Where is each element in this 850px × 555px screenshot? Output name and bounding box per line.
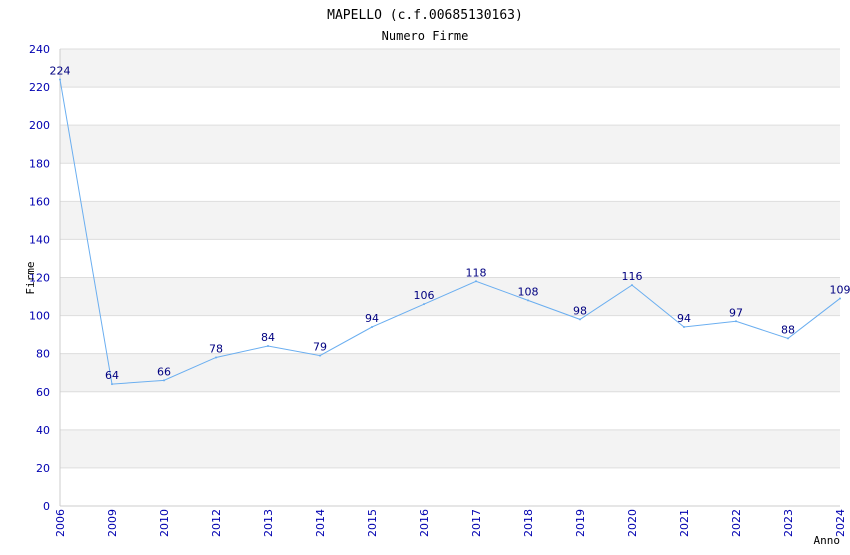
data-point — [267, 345, 269, 347]
y-tick-label: 40 — [36, 424, 50, 437]
x-tick-label: 2012 — [210, 509, 223, 537]
x-tick-label: 2022 — [730, 509, 743, 537]
y-tick-label: 80 — [36, 348, 50, 361]
data-label: 64 — [105, 369, 119, 382]
data-label: 97 — [729, 306, 743, 319]
chart-subtitle: Numero Firme — [382, 29, 469, 43]
x-tick-label: 2014 — [314, 509, 327, 537]
data-point — [163, 379, 165, 381]
x-tick-label: 2017 — [470, 509, 483, 537]
x-tick-label: 2018 — [522, 509, 535, 537]
data-label: 118 — [466, 266, 487, 279]
y-tick-label: 240 — [29, 43, 50, 56]
x-tick-label: 2010 — [158, 509, 171, 537]
x-tick-labels: 2006 2009 2010 2012 2013 2014 2015 2016 2017 2018… — [54, 509, 847, 537]
data-point — [215, 356, 217, 358]
data-point — [319, 355, 321, 357]
data-label: 108 — [518, 285, 539, 298]
background-band — [60, 49, 840, 87]
background-band — [60, 201, 840, 239]
y-tick-label: 140 — [29, 233, 50, 246]
y-axis-title: Firme — [24, 261, 37, 294]
data-point — [839, 297, 841, 299]
data-label: 98 — [573, 304, 587, 317]
data-label: 94 — [677, 312, 691, 325]
data-point — [579, 318, 581, 320]
data-label: 116 — [622, 270, 643, 283]
data-label: 94 — [365, 312, 379, 325]
y-tick-label: 160 — [29, 195, 50, 208]
x-tick-label: 2019 — [574, 509, 587, 537]
data-label: 224 — [50, 64, 71, 77]
y-tick-label: 180 — [29, 157, 50, 170]
data-point — [683, 326, 685, 328]
data-point — [631, 284, 633, 286]
x-tick-label: 2020 — [626, 509, 639, 537]
data-label: 106 — [414, 289, 435, 302]
data-label: 109 — [830, 283, 850, 296]
data-label: 84 — [261, 331, 275, 344]
x-tick-label: 2023 — [782, 509, 795, 537]
data-point — [475, 280, 477, 282]
background-band — [60, 430, 840, 468]
data-point — [371, 326, 373, 328]
x-axis-title: Anno — [814, 534, 841, 547]
data-point — [423, 303, 425, 305]
background-band — [60, 354, 840, 392]
data-point — [787, 337, 789, 339]
x-tick-label: 2009 — [106, 509, 119, 537]
x-tick-label: 2013 — [262, 509, 275, 537]
background-bands — [60, 49, 840, 468]
y-tick-label: 60 — [36, 386, 50, 399]
data-point — [111, 383, 113, 385]
background-band — [60, 278, 840, 316]
x-tick-label: 2015 — [366, 509, 379, 537]
y-tick-label: 0 — [43, 500, 50, 513]
x-tick-label: 2006 — [54, 509, 67, 537]
y-tick-label: 220 — [29, 81, 50, 94]
data-point — [59, 78, 61, 80]
data-label: 66 — [157, 365, 171, 378]
data-label: 88 — [781, 323, 795, 336]
data-label: 79 — [313, 341, 327, 354]
x-tick-label: 2024 — [834, 509, 847, 537]
y-tick-label: 20 — [36, 462, 50, 475]
chart-title: MAPELLO (c.f.00685130163) — [327, 8, 523, 23]
data-label: 78 — [209, 342, 223, 355]
data-point — [527, 299, 529, 301]
y-tick-label: 200 — [29, 119, 50, 132]
background-band — [60, 125, 840, 163]
data-point — [735, 320, 737, 322]
x-tick-label: 2021 — [678, 509, 691, 537]
x-tick-label: 2016 — [418, 509, 431, 537]
y-tick-label: 100 — [29, 310, 50, 323]
